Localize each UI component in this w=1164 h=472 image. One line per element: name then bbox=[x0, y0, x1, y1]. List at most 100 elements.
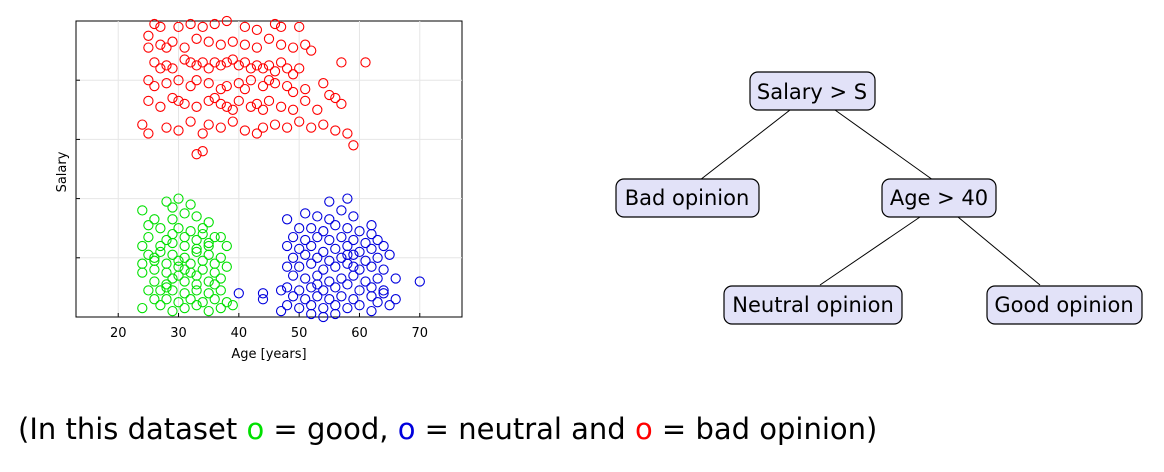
point-series-2 bbox=[348, 270, 359, 281]
x-tick-label: 40 bbox=[231, 326, 248, 341]
point-series-0 bbox=[245, 75, 257, 86]
point-series-1 bbox=[161, 267, 172, 278]
point-series-2 bbox=[378, 240, 389, 252]
point-series-0 bbox=[155, 39, 166, 50]
x-tick-label: 30 bbox=[170, 326, 187, 341]
caption-good: good, bbox=[306, 412, 398, 446]
point-series-1 bbox=[209, 294, 220, 305]
point-series-1 bbox=[137, 240, 148, 252]
point-series-0 bbox=[263, 95, 275, 107]
point-series-2 bbox=[294, 261, 305, 272]
data-points bbox=[137, 15, 425, 323]
point-series-1 bbox=[215, 302, 226, 314]
point-series-2 bbox=[336, 291, 347, 302]
point-series-2 bbox=[306, 240, 317, 252]
point-series-2 bbox=[390, 273, 401, 284]
point-series-1 bbox=[209, 231, 220, 243]
y-axis-label: Salary bbox=[55, 151, 70, 192]
point-series-2 bbox=[342, 302, 353, 314]
point-series-2 bbox=[360, 255, 371, 266]
point-series-0 bbox=[287, 42, 299, 53]
caption-eq-2: = bbox=[415, 412, 459, 446]
point-series-1 bbox=[191, 246, 202, 258]
point-series-1 bbox=[161, 258, 172, 269]
x-tick-label: 50 bbox=[291, 326, 308, 341]
point-series-0 bbox=[143, 42, 154, 53]
point-series-2 bbox=[348, 294, 359, 305]
point-series-2 bbox=[294, 285, 305, 296]
point-series-2 bbox=[324, 294, 335, 305]
point-series-0 bbox=[209, 57, 220, 68]
point-series-0 bbox=[263, 60, 275, 71]
point-series-1 bbox=[215, 252, 226, 263]
point-series-0 bbox=[239, 39, 251, 50]
point-series-0 bbox=[336, 98, 347, 110]
point-series-1 bbox=[209, 258, 220, 269]
point-series-2 bbox=[384, 300, 395, 311]
point-series-2 bbox=[330, 300, 341, 311]
node-neutral-opinion-label: Neutral opinion bbox=[732, 293, 894, 317]
point-series-2 bbox=[324, 255, 335, 266]
point-series-0 bbox=[161, 42, 172, 53]
point-series-2 bbox=[378, 285, 389, 296]
point-series-0 bbox=[251, 98, 263, 110]
point-series-2 bbox=[354, 300, 365, 311]
point-series-0 bbox=[167, 63, 178, 74]
point-series-2 bbox=[318, 246, 329, 258]
point-series-1 bbox=[215, 285, 226, 296]
point-series-2 bbox=[281, 240, 293, 252]
point-series-1 bbox=[197, 264, 208, 275]
point-series-2 bbox=[281, 282, 293, 293]
point-series-0 bbox=[215, 39, 226, 50]
x-ticks: 20 30 40 50 60 70 bbox=[110, 313, 428, 341]
point-series-2 bbox=[306, 223, 317, 234]
point-series-2 bbox=[300, 208, 311, 219]
point-series-1 bbox=[191, 243, 202, 255]
point-series-2 bbox=[378, 288, 389, 299]
point-series-1 bbox=[143, 249, 154, 260]
point-series-2 bbox=[330, 243, 341, 255]
point-series-0 bbox=[257, 122, 269, 133]
point-series-2 bbox=[294, 302, 305, 314]
point-series-1 bbox=[167, 305, 178, 317]
point-series-0 bbox=[324, 89, 335, 101]
point-series-0 bbox=[312, 104, 323, 115]
point-series-2 bbox=[336, 205, 347, 216]
point-series-2 bbox=[366, 282, 377, 293]
point-series-1 bbox=[179, 252, 190, 263]
point-series-0 bbox=[281, 63, 293, 74]
point-series-2 bbox=[348, 211, 359, 222]
point-series-0 bbox=[306, 45, 317, 56]
point-series-1 bbox=[197, 297, 208, 308]
point-series-0 bbox=[239, 125, 251, 136]
point-series-1 bbox=[197, 228, 208, 240]
point-series-2 bbox=[257, 294, 269, 305]
decision-tree: Salary > S Bad opinion Age > 40 Neutral … bbox=[615, 71, 1143, 325]
point-series-2 bbox=[384, 249, 395, 260]
point-series-2 bbox=[342, 193, 353, 204]
point-series-0 bbox=[257, 104, 269, 115]
point-series-2 bbox=[348, 234, 359, 246]
point-series-0 bbox=[197, 128, 208, 139]
point-series-0 bbox=[281, 80, 293, 92]
point-series-2 bbox=[281, 261, 293, 272]
point-series-1 bbox=[191, 234, 202, 246]
point-series-0 bbox=[173, 125, 184, 136]
point-series-2 bbox=[287, 291, 299, 302]
point-series-2 bbox=[318, 302, 329, 314]
point-series-1 bbox=[185, 267, 196, 278]
point-series-1 bbox=[161, 294, 172, 305]
point-series-0 bbox=[275, 39, 287, 50]
x-tick-label: 60 bbox=[351, 326, 368, 341]
point-series-0 bbox=[191, 60, 202, 71]
point-series-0 bbox=[287, 86, 299, 98]
point-series-2 bbox=[366, 261, 377, 272]
point-series-1 bbox=[173, 297, 184, 308]
point-series-1 bbox=[155, 300, 166, 311]
point-series-1 bbox=[191, 300, 202, 311]
bad-symbol: o bbox=[634, 412, 653, 446]
caption-open: (In this dataset bbox=[18, 412, 247, 446]
point-series-0 bbox=[263, 33, 275, 44]
point-series-2 bbox=[257, 288, 269, 299]
point-series-2 bbox=[312, 270, 323, 281]
